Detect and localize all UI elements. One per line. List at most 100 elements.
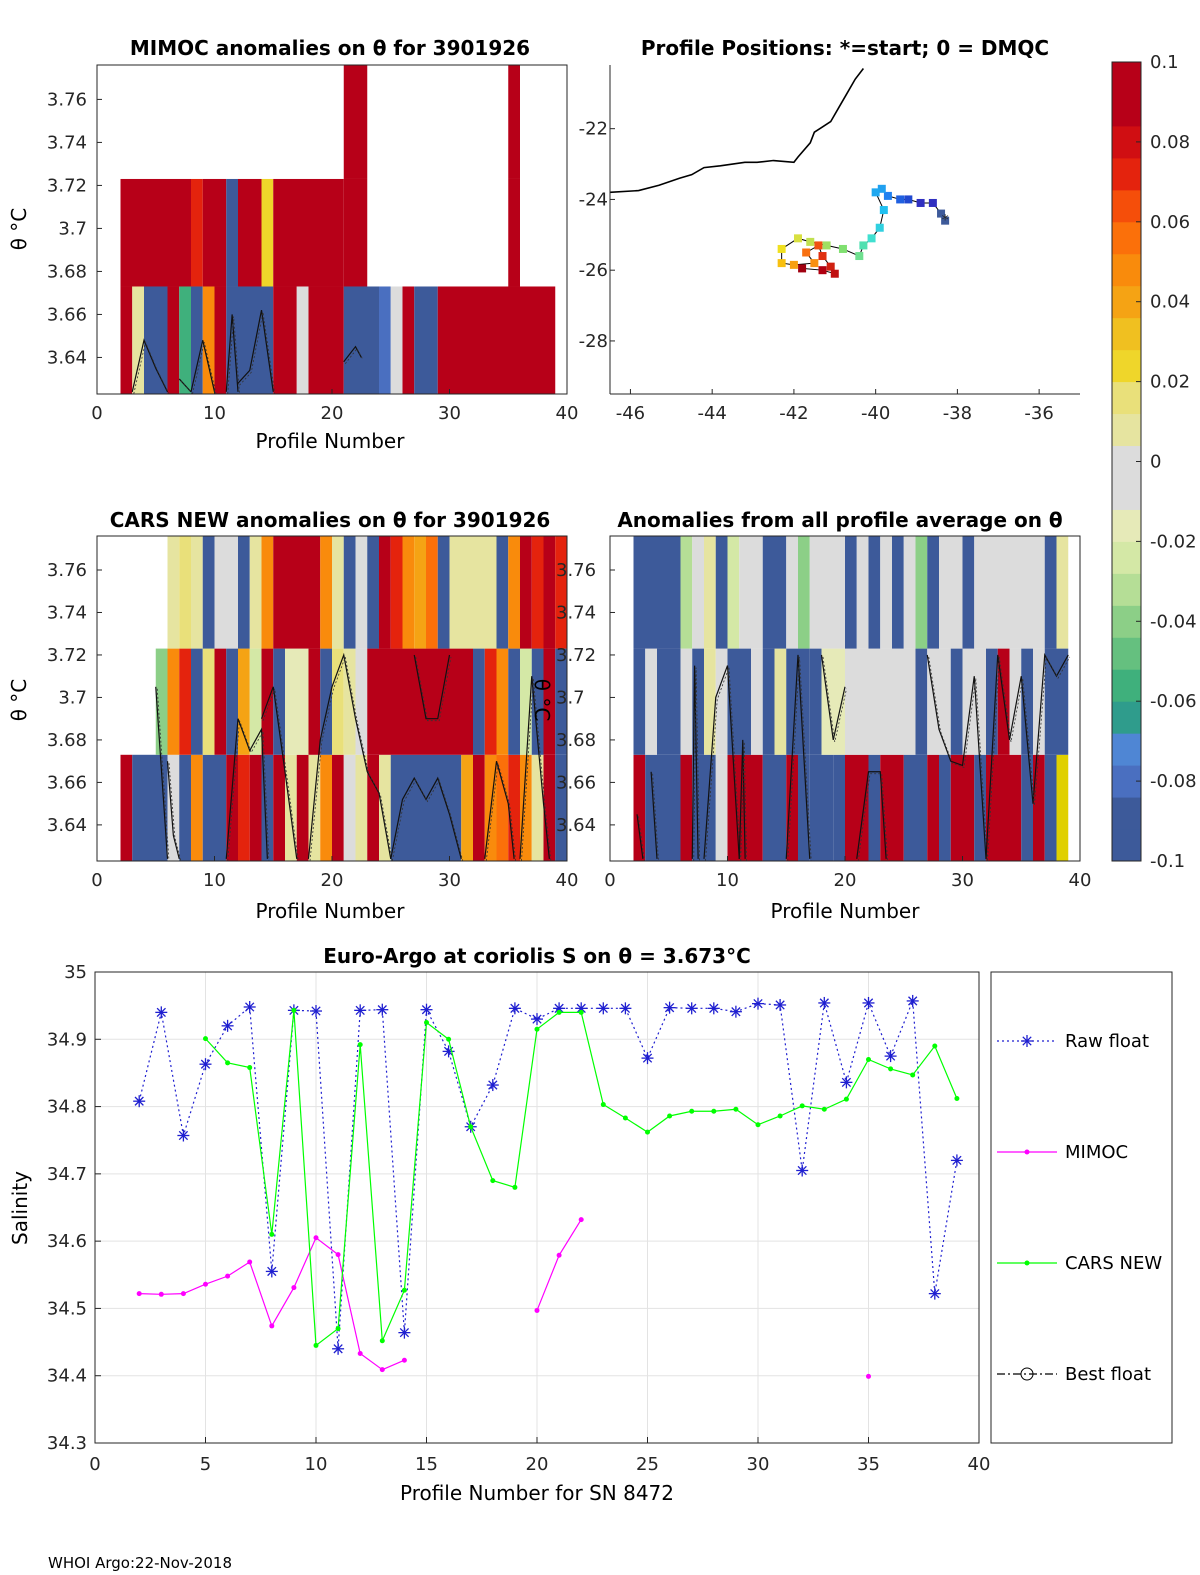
map-xtick-label: -46 (616, 403, 645, 424)
raw-float-point (576, 1003, 586, 1013)
mimoc-xlabel: Profile Number (256, 429, 406, 453)
cars-cell (355, 754, 368, 861)
legend-box (990, 971, 1173, 1444)
map-xtick-label: -44 (697, 403, 726, 424)
cars-cell (496, 648, 509, 755)
cars-cell (355, 536, 368, 649)
cars-cell (343, 536, 356, 649)
mimoc-cell (379, 286, 391, 394)
cars-contour (260, 686, 298, 859)
colorbar-band (1112, 829, 1141, 862)
mimoc-point (247, 1259, 253, 1265)
average-cell (939, 536, 963, 649)
cars-cell (285, 648, 309, 755)
cars-contour (309, 655, 393, 861)
salinity-xtick-label: 10 (305, 1454, 328, 1475)
raw-float-point (200, 1059, 211, 1069)
colorbar-tick-label: 0 (1150, 452, 1161, 473)
cars-cell (555, 536, 567, 649)
cars-contour (484, 761, 515, 859)
raw-float-point (222, 1021, 233, 1031)
mimoc-point (357, 1351, 363, 1357)
mimoc-cell (214, 286, 227, 394)
average-xtick-label: 30 (951, 870, 974, 891)
map-xtick-label: -38 (943, 403, 972, 424)
average-cell (762, 536, 775, 649)
cars-cell (531, 754, 544, 861)
average-cell (915, 536, 928, 649)
colorbar-tick-label: -0.08 (1150, 771, 1197, 792)
cars-ytick-label: 3.68 (47, 730, 87, 751)
legend: Raw float MIMOC CARS NEW Best float (990, 971, 1173, 1444)
track-marker (871, 188, 880, 197)
average-cell (762, 754, 775, 861)
mimoc-point (158, 1291, 164, 1297)
colorbar: 0.1 0.08 0.06 0.04 0.02 0 -0.02 -0.04 -0.06 -0.08… (1111, 52, 1197, 872)
mimoc-point (379, 1367, 385, 1373)
average-cell (927, 754, 939, 861)
cars-cell (167, 754, 180, 861)
mimoc-contour (225, 314, 239, 392)
cars-new-point (755, 1122, 761, 1128)
track-marker (896, 195, 905, 204)
mimoc-point (534, 1307, 540, 1313)
average-xlabel: Profile Number (771, 899, 921, 923)
average-cell (903, 754, 928, 861)
mimoc-ytick-label: 3.72 (47, 175, 87, 196)
mimoc-cell (120, 286, 133, 394)
cars-ytick-label: 3.66 (47, 772, 87, 793)
mimoc-title: MIMOC anomalies on θ for 3901926 (130, 36, 530, 60)
map-ytick-label: -24 (579, 189, 608, 210)
raw-float-point (620, 1003, 631, 1013)
track-marker (777, 259, 786, 268)
cars-cell (332, 648, 344, 755)
average-cell (704, 536, 716, 649)
cars-cell (191, 536, 203, 649)
average-cell (845, 648, 916, 755)
legend-mimoc-marker (1024, 1149, 1030, 1155)
average-cell (986, 754, 1022, 861)
cars-panel: CARS NEW anomalies on θ for 3901926 0 10 2… (7, 508, 578, 923)
average-contour (857, 773, 889, 861)
average-cell (868, 754, 881, 861)
average-contour (738, 739, 746, 859)
colorbar-band (1112, 221, 1141, 255)
start-marker: * (942, 213, 949, 229)
cars-xtick-label: 30 (438, 870, 461, 891)
cars-cell (520, 648, 532, 755)
average-cell (762, 648, 775, 755)
track-marker (826, 262, 835, 271)
colorbar-tick-label: -0.04 (1150, 611, 1197, 632)
cars-new-point (843, 1096, 849, 1102)
average-contour (987, 655, 1071, 861)
average-cell (845, 536, 857, 649)
average-title: Anomalies from all profile average on θ (617, 508, 1062, 532)
average-cell (962, 648, 986, 755)
average-cell (633, 754, 646, 861)
mimoc-cell (343, 178, 368, 287)
colorbar-tick-label: 0.06 (1150, 212, 1190, 233)
mimoc-point (291, 1285, 297, 1291)
cars-new-point (203, 1036, 208, 1042)
average-cell (786, 536, 798, 649)
cars-cell (343, 754, 356, 861)
cars-xtick-label: 0 (91, 870, 102, 891)
average-cell (704, 648, 716, 755)
average-cell (950, 648, 963, 755)
mimoc-point (556, 1252, 562, 1258)
average-cell (1044, 648, 1057, 755)
average-contour (926, 654, 987, 859)
average-contour (822, 656, 847, 743)
average-contour (638, 816, 645, 861)
average-xtick-label: 10 (716, 870, 739, 891)
cars-cell (249, 536, 262, 649)
cars-contour (227, 720, 270, 861)
colorbar-band (1112, 637, 1141, 670)
mimoc-plot-area: 0 10 20 30 40 3.76 3.74 3.72 3.7 3.68 3.66 3.64 (47, 64, 578, 424)
raw-float-point (510, 1003, 520, 1013)
cars-contour (485, 763, 517, 861)
cars-cell (273, 536, 321, 649)
cars-cell (367, 536, 379, 649)
cars-cell (461, 754, 473, 861)
colorbar-tick-label: 0.1 (1150, 52, 1179, 73)
